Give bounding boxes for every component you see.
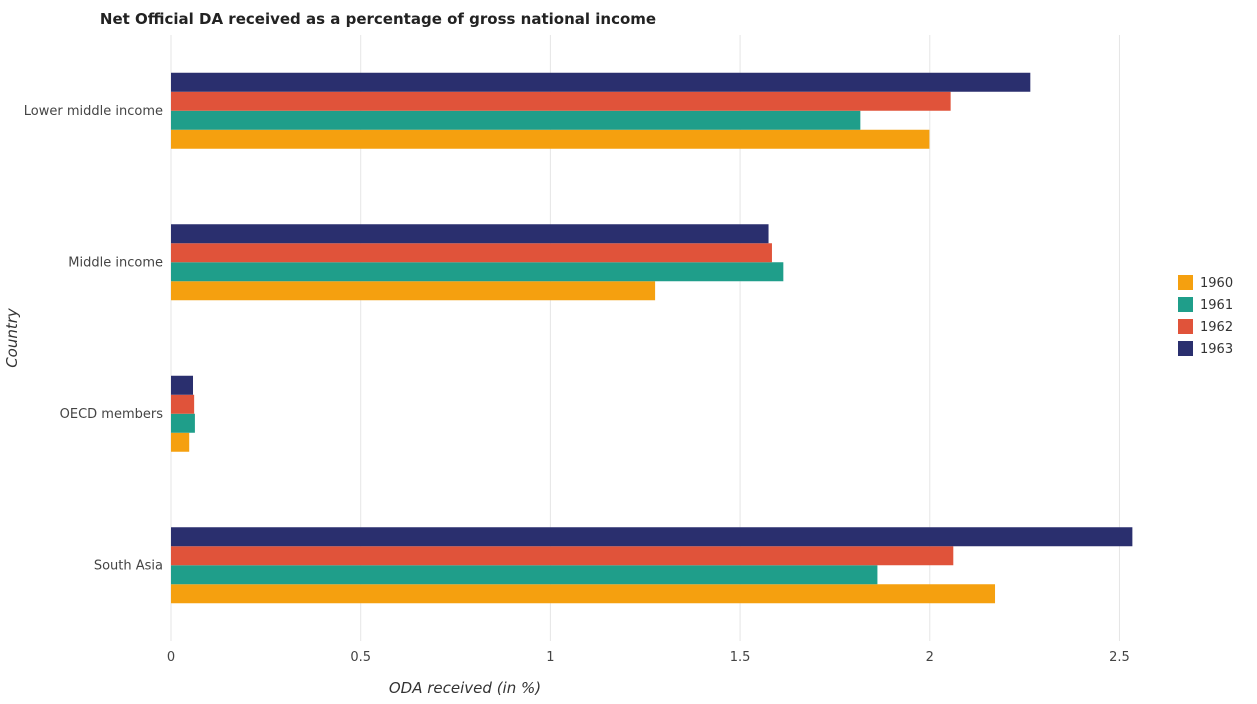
bar-1963-south-asia bbox=[171, 527, 1133, 547]
bars bbox=[171, 72, 1133, 604]
x-axis-ticks: 0 0.5 1 1.5 2 2.5 bbox=[167, 650, 1130, 665]
bar-1962-oecd-members bbox=[171, 394, 195, 414]
y-tick-label: OECD members bbox=[60, 407, 164, 422]
bar-1961-lower-middle-income bbox=[171, 110, 861, 130]
legend-swatch bbox=[1178, 275, 1193, 290]
legend-swatch bbox=[1178, 341, 1193, 356]
bar-1960-oecd-members bbox=[171, 432, 190, 452]
bar-1963-lower-middle-income bbox=[171, 72, 1031, 92]
bar-1962-south-asia bbox=[171, 546, 954, 566]
bar-1960-middle-income bbox=[171, 281, 656, 301]
y-axis-label: Country bbox=[3, 307, 21, 368]
bar-1963-oecd-members bbox=[171, 375, 194, 395]
bar-1962-middle-income bbox=[171, 243, 772, 263]
x-tick-label: 1.5 bbox=[730, 650, 751, 665]
x-tick-label: 2.5 bbox=[1109, 650, 1130, 665]
bar-1961-south-asia bbox=[171, 565, 878, 585]
x-tick-label: 1 bbox=[546, 650, 554, 665]
x-axis-label: ODA received (in %) bbox=[389, 679, 541, 697]
legend-swatch bbox=[1178, 297, 1193, 312]
chart-title: Net Official DA received as a percentage… bbox=[100, 10, 656, 28]
bar-1960-lower-middle-income bbox=[171, 129, 930, 149]
legend-label: 1963 bbox=[1200, 342, 1233, 357]
bar-1961-middle-income bbox=[171, 262, 784, 282]
y-axis-ticks: Lower middle income Middle income OECD mem… bbox=[24, 104, 163, 574]
legend-label: 1962 bbox=[1200, 320, 1233, 335]
bar-1963-middle-income bbox=[171, 224, 769, 244]
y-tick-label: Lower middle income bbox=[24, 104, 163, 119]
y-tick-label: South Asia bbox=[94, 558, 163, 573]
legend-label: 1960 bbox=[1200, 276, 1233, 291]
bar-1962-lower-middle-income bbox=[171, 91, 951, 111]
y-tick-label: Middle income bbox=[68, 255, 163, 270]
x-tick-label: 0.5 bbox=[350, 650, 371, 665]
legend-swatch bbox=[1178, 319, 1193, 334]
x-tick-label: 2 bbox=[926, 650, 934, 665]
bar-1960-south-asia bbox=[171, 584, 996, 604]
x-tick-label: 0 bbox=[167, 650, 175, 665]
legend: 1960 1961 1962 1963 bbox=[1178, 275, 1233, 357]
bar-1961-oecd-members bbox=[171, 413, 195, 433]
legend-label: 1961 bbox=[1200, 298, 1233, 313]
